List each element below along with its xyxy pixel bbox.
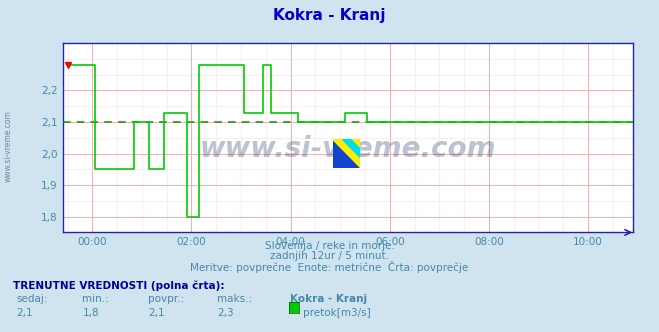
Text: min.:: min.: — [82, 294, 109, 304]
Text: Kokra - Kranj: Kokra - Kranj — [273, 8, 386, 23]
Text: 2,1: 2,1 — [16, 308, 33, 318]
Text: Meritve: povprečne  Enote: metrične  Črta: povprečje: Meritve: povprečne Enote: metrične Črta:… — [190, 261, 469, 273]
Text: TRENUTNE VREDNOSTI (polna črta):: TRENUTNE VREDNOSTI (polna črta): — [13, 281, 225, 291]
Text: zadnjih 12ur / 5 minut.: zadnjih 12ur / 5 minut. — [270, 251, 389, 261]
Text: povpr.:: povpr.: — [148, 294, 185, 304]
Polygon shape — [333, 139, 360, 168]
Text: www.si-vreme.com: www.si-vreme.com — [200, 135, 496, 163]
Text: sedaj:: sedaj: — [16, 294, 48, 304]
Polygon shape — [343, 139, 360, 158]
Text: pretok[m3/s]: pretok[m3/s] — [303, 308, 371, 318]
Text: maks.:: maks.: — [217, 294, 252, 304]
Text: www.si-vreme.com: www.si-vreme.com — [3, 110, 13, 182]
Text: 1,8: 1,8 — [82, 308, 99, 318]
Text: 2,1: 2,1 — [148, 308, 165, 318]
Polygon shape — [333, 139, 360, 168]
Text: 2,3: 2,3 — [217, 308, 234, 318]
Text: Slovenija / reke in morje.: Slovenija / reke in morje. — [264, 241, 395, 251]
Text: Kokra - Kranj: Kokra - Kranj — [290, 294, 367, 304]
